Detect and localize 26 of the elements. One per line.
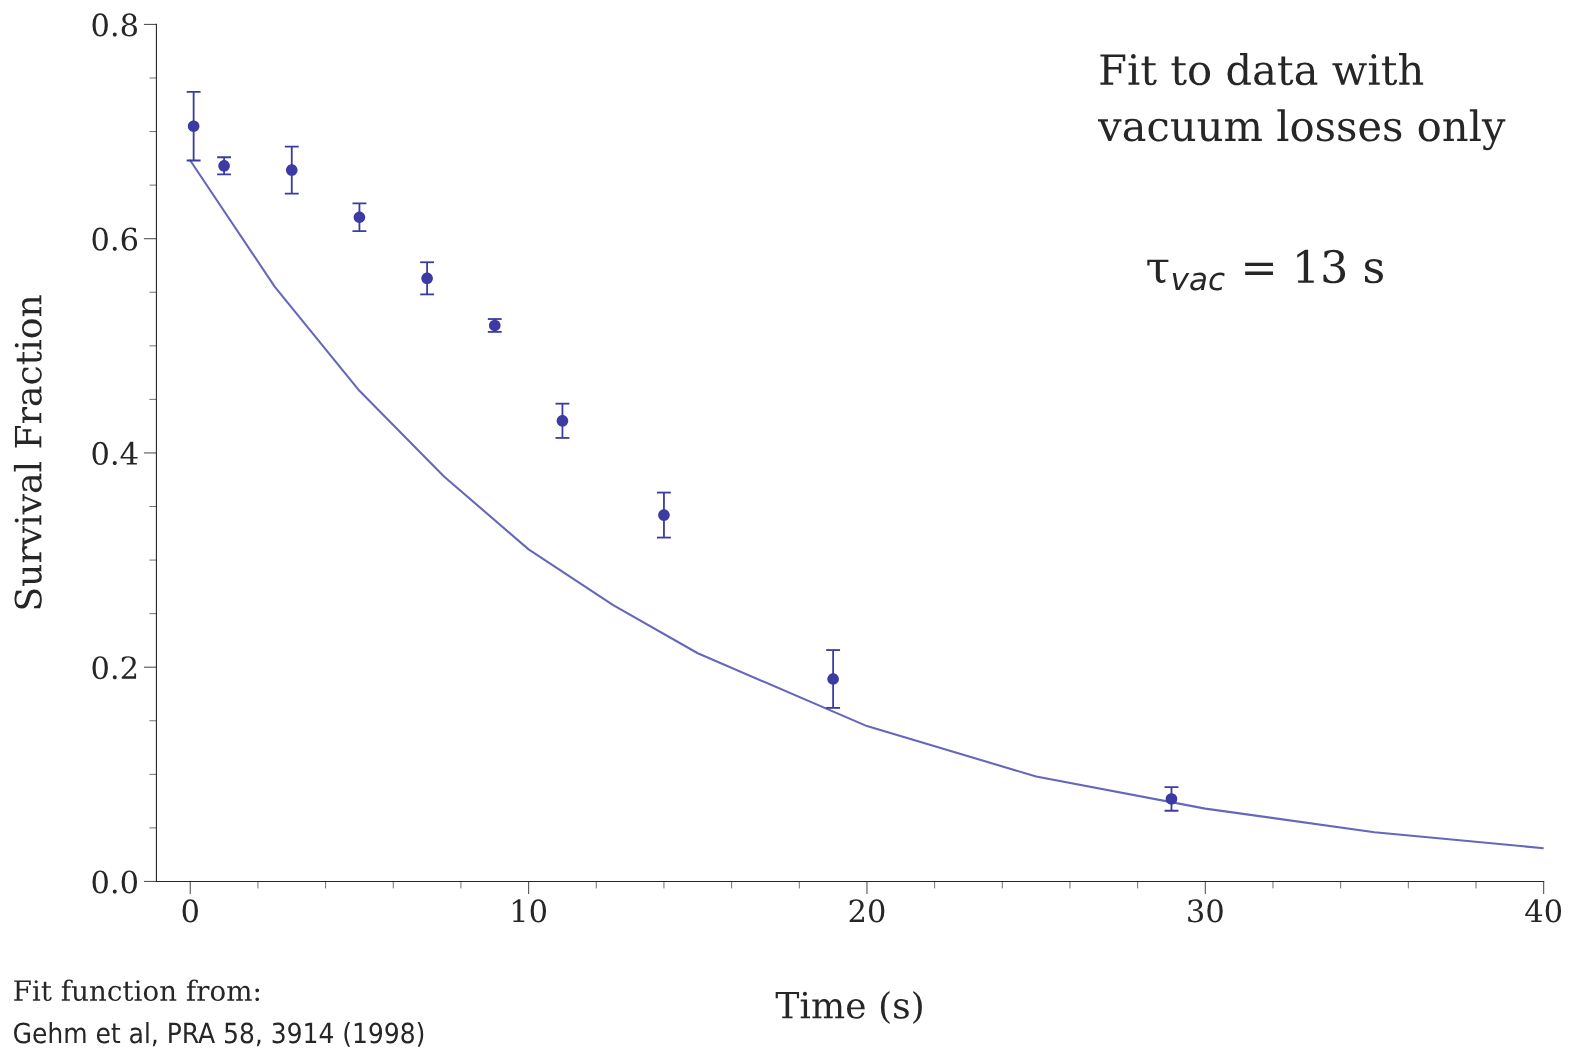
x-tick-label: 10: [512, 899, 547, 923]
line-series: [189, 159, 1544, 850]
annotation: Fit to data with vacuum losses only: [1097, 53, 1506, 151]
point: [353, 211, 366, 224]
point: [1165, 793, 1178, 805]
text: Fit function from:: [14, 979, 260, 1002]
x-tick-label: 20: [849, 899, 885, 923]
point: [556, 414, 569, 427]
y-axis-title: Survival Fraction: [13, 295, 42, 609]
y-tick-label: 0.0: [92, 870, 138, 894]
annotation: τ$_{vac}$ = 13 s: [1147, 249, 1384, 291]
point: [658, 509, 670, 521]
point: [285, 164, 298, 176]
point: [187, 120, 200, 133]
text: Gehm et al, PRA 58, 3914 (1998): [14, 1022, 424, 1047]
y-tick-label: 0.8: [92, 13, 137, 37]
point: [218, 160, 230, 172]
x-tick-label: 40: [1525, 899, 1562, 923]
point: [827, 673, 839, 685]
x-tick-label: 0: [182, 899, 198, 923]
x-tick-label: 30: [1188, 899, 1223, 923]
y-tick-label: 0.6: [92, 227, 138, 251]
y-tick-label: 0.4: [92, 441, 138, 465]
x-axis-title: Time (s): [775, 990, 922, 1024]
y-tick-label: 0.2: [92, 656, 137, 680]
point: [421, 272, 433, 285]
